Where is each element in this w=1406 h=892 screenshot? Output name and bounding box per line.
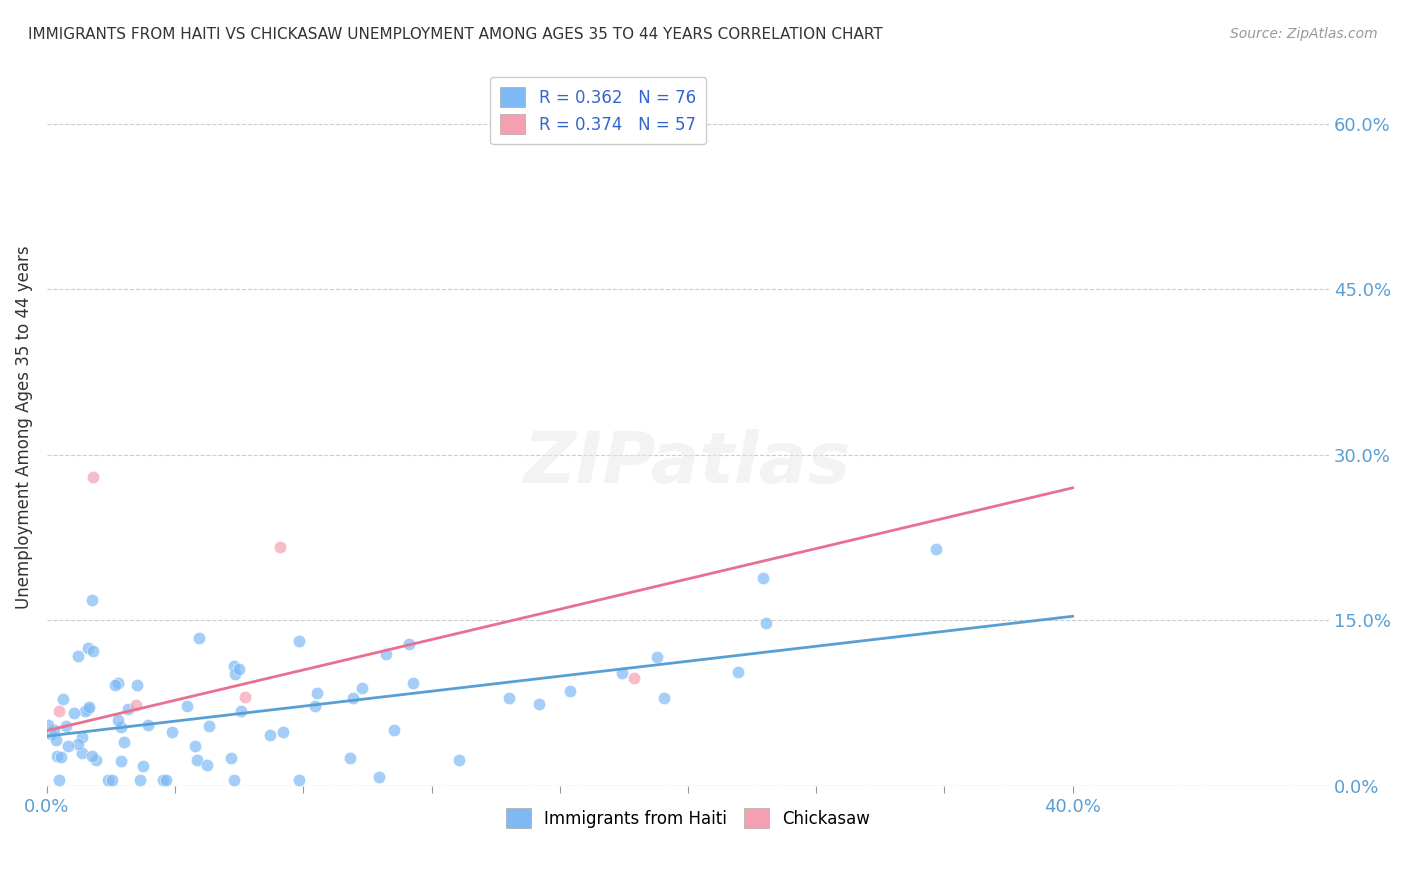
Point	[97, 773, 120, 788]
Point	[155, 773, 177, 788]
Point	[645, 649, 668, 664]
Point	[219, 751, 242, 765]
Point	[45, 732, 67, 747]
Point	[67, 648, 90, 663]
Point	[269, 541, 291, 555]
Point	[112, 735, 135, 749]
Point	[305, 685, 328, 699]
Point	[398, 637, 420, 651]
Point	[273, 725, 295, 739]
Point	[124, 698, 146, 712]
Point	[110, 754, 132, 768]
Legend: Immigrants from Haiti, Chickasaw: Immigrants from Haiti, Chickasaw	[499, 801, 877, 835]
Point	[382, 723, 405, 737]
Point	[752, 571, 775, 585]
Point	[45, 748, 67, 763]
Point	[339, 751, 361, 765]
Point	[110, 720, 132, 734]
Point	[288, 634, 311, 648]
Point	[48, 773, 70, 788]
Point	[229, 704, 252, 718]
Point	[224, 667, 246, 681]
Point	[368, 770, 391, 784]
Text: ZIPatlas: ZIPatlas	[524, 428, 852, 498]
Point	[82, 470, 104, 484]
Point	[107, 714, 129, 728]
Point	[39, 727, 62, 741]
Point	[529, 698, 551, 712]
Point	[259, 728, 281, 742]
Point	[727, 665, 749, 679]
Point	[75, 704, 97, 718]
Point	[55, 719, 77, 733]
Point	[48, 704, 70, 718]
Point	[77, 641, 100, 656]
Point	[103, 678, 125, 692]
Point	[402, 676, 425, 690]
Point	[287, 773, 309, 788]
Point	[558, 684, 581, 698]
Point	[755, 615, 778, 630]
Point	[498, 691, 520, 706]
Y-axis label: Unemployment Among Ages 35 to 44 years: Unemployment Among Ages 35 to 44 years	[15, 245, 32, 609]
Point	[654, 691, 676, 706]
Point	[342, 690, 364, 705]
Point	[127, 678, 149, 692]
Point	[62, 706, 84, 721]
Text: IMMIGRANTS FROM HAITI VS CHICKASAW UNEMPLOYMENT AMONG AGES 35 TO 44 YEARS CORREL: IMMIGRANTS FROM HAITI VS CHICKASAW UNEMP…	[28, 27, 883, 42]
Point	[176, 699, 198, 714]
Point	[117, 702, 139, 716]
Point	[925, 541, 948, 556]
Point	[77, 699, 100, 714]
Point	[304, 699, 326, 714]
Point	[374, 648, 396, 662]
Point	[188, 632, 211, 646]
Point	[52, 692, 75, 706]
Point	[37, 718, 59, 732]
Point	[70, 746, 93, 760]
Point	[66, 737, 89, 751]
Point	[56, 739, 79, 753]
Point	[228, 662, 250, 676]
Point	[42, 723, 65, 737]
Point	[160, 725, 183, 739]
Point	[49, 749, 72, 764]
Point	[233, 690, 256, 705]
Point	[352, 681, 374, 695]
Point	[152, 773, 174, 788]
Point	[129, 773, 152, 788]
Point	[623, 671, 645, 685]
Point	[449, 753, 471, 767]
Point	[197, 757, 219, 772]
Point	[136, 717, 159, 731]
Point	[224, 658, 246, 673]
Point	[70, 731, 93, 745]
Point	[82, 644, 104, 658]
Text: Source: ZipAtlas.com: Source: ZipAtlas.com	[1230, 27, 1378, 41]
Point	[80, 593, 103, 607]
Point	[101, 773, 124, 788]
Point	[107, 676, 129, 690]
Point	[186, 753, 208, 767]
Point	[222, 773, 245, 788]
Point	[132, 759, 155, 773]
Point	[184, 739, 207, 753]
Point	[612, 665, 634, 680]
Point	[77, 702, 100, 716]
Point	[198, 719, 221, 733]
Point	[84, 753, 107, 767]
Point	[82, 749, 104, 764]
